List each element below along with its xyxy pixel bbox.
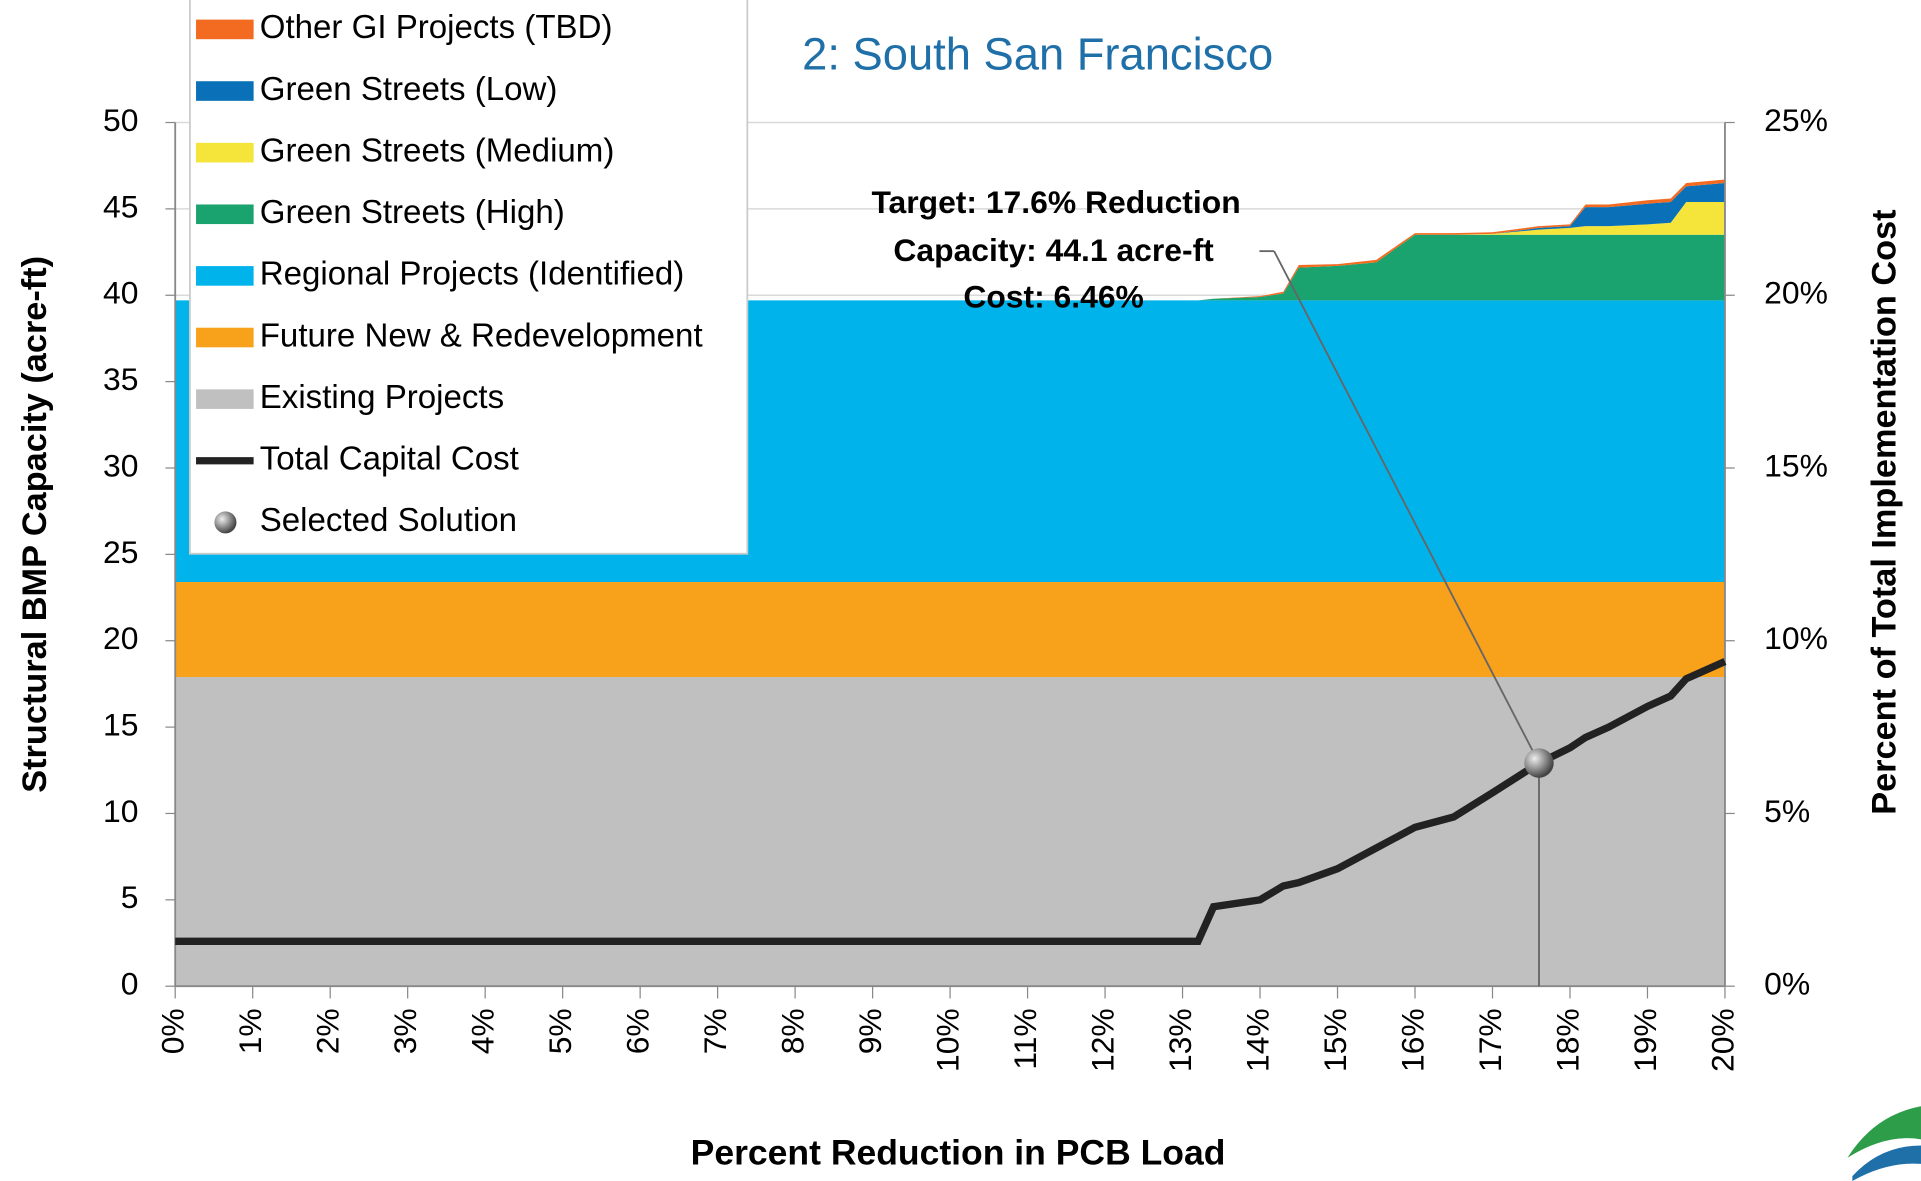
x-tick-label: 8% <box>775 1008 811 1054</box>
y-tick-label: 15 <box>103 707 138 743</box>
legend-label: Green Streets (Medium) <box>260 132 615 169</box>
x-tick-label: 18% <box>1549 1008 1585 1072</box>
legend-swatch <box>196 327 254 348</box>
line <box>175 658 1727 945</box>
x-tick-label: 0% <box>155 1008 191 1054</box>
x-tick-label: 5% <box>542 1008 578 1054</box>
y-tick-label: 5 <box>121 879 139 915</box>
y-tick-label: 35 <box>103 361 138 397</box>
legend-label: Other GI Projects (TBD) <box>260 9 613 46</box>
y-tick-label: 0 <box>121 966 139 1002</box>
x-tick-label: 15% <box>1317 1008 1353 1072</box>
area <box>175 677 1725 987</box>
y2-tick-label: 20% <box>1764 275 1828 311</box>
y-tick-label: 45 <box>103 188 138 224</box>
x-tick-label: 7% <box>697 1008 733 1054</box>
y-tick-label: 20 <box>103 620 138 656</box>
annotation: Cost: 6.46% <box>963 278 1144 314</box>
area <box>175 234 1725 301</box>
legend-swatch <box>196 19 254 40</box>
x-tick-label: 6% <box>620 1008 656 1054</box>
legend-label: Future New & Redevelopment <box>260 317 703 354</box>
y-tick-label: 30 <box>103 447 138 483</box>
legend-label: Existing Projects <box>260 379 504 416</box>
x-tick-label: 4% <box>465 1008 501 1054</box>
x-tick-label: 17% <box>1472 1008 1508 1072</box>
legend-swatch <box>196 142 254 163</box>
y2-tick-label: 25% <box>1764 102 1828 138</box>
legend-swatch <box>196 266 254 286</box>
legend-label: Selected Solution <box>260 502 517 539</box>
x-axis-title: Percent Reduction in PCB Load <box>691 1133 1226 1173</box>
y-tick-label: 25 <box>103 534 138 570</box>
chart-title: 2: South San Francisco <box>802 29 1273 80</box>
x-tick-label: 1% <box>232 1008 268 1054</box>
leader <box>1273 250 1540 764</box>
legend-box <box>188 0 749 555</box>
selected-point <box>1524 748 1554 778</box>
x-tick-label: 11% <box>1007 1008 1043 1069</box>
y-tick-label: 10 <box>103 793 138 829</box>
x-tick-label: 20% <box>1704 1008 1740 1072</box>
y-tick-label: 40 <box>103 275 138 311</box>
x-tick-label: 16% <box>1394 1008 1430 1072</box>
y2-axis-title: Percent of Total Implementation Cost <box>1866 209 1904 814</box>
x-tick-label: 2% <box>310 1008 346 1054</box>
legend-swatch <box>196 389 254 409</box>
annotation: Capacity: 44.1 acre-ft <box>893 232 1214 268</box>
legend-swatch <box>196 204 254 225</box>
y2-tick-label: 0% <box>1764 966 1810 1002</box>
legend-label: Total Capital Cost <box>260 440 519 477</box>
legend-swatch <box>196 81 254 101</box>
x-tick-label: 9% <box>852 1008 888 1054</box>
x-tick-label: 19% <box>1627 1008 1663 1072</box>
x-tick-label: 3% <box>387 1008 423 1054</box>
legend-swatch <box>214 511 237 534</box>
x-tick-label: 10% <box>929 1008 965 1072</box>
legend-label: Regional Projects (Identified) <box>260 256 685 293</box>
legend: Other GI Projects (TBD) Green Streets (Lo… <box>188 0 749 555</box>
y-axis-title: Structural BMP Capacity (acre-ft) <box>16 256 54 793</box>
y-tick-label: 50 <box>103 102 138 138</box>
x-tick-label: 13% <box>1162 1008 1198 1072</box>
x-tick-label: 14% <box>1239 1008 1275 1072</box>
y2-tick-label: 10% <box>1764 620 1828 656</box>
y2-tick-label: 5% <box>1764 793 1810 829</box>
legend-label: Green Streets (High) <box>260 194 565 231</box>
area <box>175 581 1725 678</box>
legend-label: Green Streets (Low) <box>260 71 558 108</box>
annotation: Target: 17.6% Reduction <box>871 184 1240 220</box>
y2-tick-label: 15% <box>1764 447 1828 483</box>
logo <box>1847 1106 1921 1181</box>
x-tick-label: 12% <box>1084 1008 1120 1072</box>
